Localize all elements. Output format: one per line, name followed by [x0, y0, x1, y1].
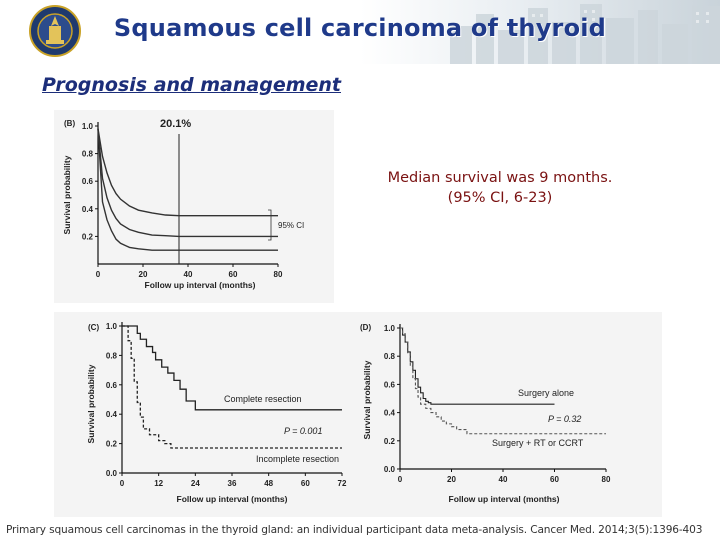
city-skyline-banner	[450, 4, 720, 64]
chart-d-series-line	[400, 327, 606, 435]
chart-c-y-tick-label: 0.6	[106, 381, 118, 390]
chart-c-x-tick-label: 60	[301, 479, 310, 488]
chart-c-x-axis-label: Follow up interval (months)	[177, 494, 288, 504]
chart-c-p-value: P = 0.001	[284, 426, 322, 436]
figure-panels-cd: 0 12 24 36 48 60 72 0.0 0.2 0.4 0.6 0.8 1.0 (C) Comple…	[54, 312, 662, 517]
slide-header: Squamous cell carcinoma of thyroid	[0, 0, 720, 64]
chart-b-ci-bracket	[268, 209, 272, 241]
chart-c-y-tick-label: 1.0	[106, 322, 118, 331]
chart-d-legend-surgery-rt: Surgery + RT or CCRT	[492, 438, 584, 448]
chart-b-x-tick-label: 20	[139, 270, 148, 279]
chart-c-legend-complete: Complete resection	[224, 394, 302, 404]
chart-b-x-tick-label: 60	[229, 270, 238, 279]
chart-c-series-line	[122, 325, 342, 449]
chart-c-x-tick-label: 72	[338, 479, 347, 488]
chart-c-x-tick-label: 24	[191, 479, 200, 488]
chart-b-y-tick-label: 0.4	[82, 205, 94, 214]
chart-b-series-line	[97, 128, 278, 217]
chart-c-panel-label: (C)	[88, 323, 99, 332]
chart-d-y-tick-label: 0.0	[384, 465, 396, 474]
confidence-interval-text: (95% CI, 6-23)	[447, 190, 553, 206]
chart-c-x-tick-label: 12	[154, 479, 163, 488]
chart-b-annotation: 20.1%	[160, 118, 191, 130]
chart-b-x-tick-label: 40	[184, 270, 193, 279]
chart-d-y-tick-label: 0.8	[384, 352, 396, 361]
figure-panel-b: 0 20 40 60 80 0.2 0.4 0.6 0.8 1.0 (B) 20.1% 95% CI Fo…	[54, 110, 334, 303]
chart-d-p-value: P = 0.32	[548, 414, 581, 424]
chart-d-y-tick-label: 1.0	[384, 324, 396, 333]
chart-b-y-tick-label: 0.8	[82, 150, 94, 159]
median-survival-text: Median survival was 9 months.	[387, 170, 613, 186]
median-survival-note: Median survival was 9 months. (95% CI, 6…	[340, 168, 660, 208]
chart-b-x-tick-label: 80	[274, 270, 283, 279]
chart-c-y-tick-label: 0.8	[106, 351, 118, 360]
chart-d-y-tick-label: 0.4	[384, 409, 396, 418]
chart-c-x-tick-label: 48	[264, 479, 273, 488]
chart-d-panel-label: (D)	[360, 323, 371, 332]
chart-c-series-line	[122, 325, 342, 411]
chart-c-x-tick-label: 0	[120, 479, 125, 488]
chart-c-legend-incomplete: Incomplete resection	[256, 454, 339, 464]
chart-b-y-tick-label: 1.0	[82, 122, 94, 131]
chart-b-series-line	[97, 128, 278, 251]
chart-d-x-axis-label: Follow up interval (months)	[449, 494, 560, 504]
chart-b-x-tick-label: 0	[96, 270, 101, 279]
chart-c-y-axis-label: Survival probability	[86, 364, 96, 443]
survival-charts-c-d: 0 12 24 36 48 60 72 0.0 0.2 0.4 0.6 0.8 1.0 (C) Comple…	[86, 322, 611, 504]
citation-text: Primary squamous cell carcinomas in the …	[6, 524, 703, 536]
chart-b-y-tick-label: 0.6	[82, 177, 94, 186]
chart-b-y-axis-label: Survival probability	[62, 155, 72, 234]
chart-d-x-tick-label: 20	[447, 475, 456, 484]
chart-b-y-tick-label: 0.2	[82, 232, 94, 241]
chart-b-series-line	[97, 128, 278, 238]
chart-b-x-axis-label: Follow up interval (months)	[145, 280, 256, 290]
chart-b-ci-label: 95% CI	[278, 221, 304, 230]
slide-subtitle: Prognosis and management	[42, 74, 341, 96]
chart-d-legend-surgery-alone: Surgery alone	[518, 388, 574, 398]
survival-chart-b: 0 20 40 60 80 0.2 0.4 0.6 0.8 1.0 (B) 20.1% 95% CI Fo…	[62, 118, 304, 290]
chart-c-x-tick-label: 36	[228, 479, 237, 488]
chart-d-y-tick-label: 0.2	[384, 437, 396, 446]
chart-d-x-tick-label: 60	[550, 475, 559, 484]
chart-b-panel-label: (B)	[64, 119, 75, 128]
chart-c-y-tick-label: 0.2	[106, 440, 118, 449]
chart-c-y-tick-label: 0.0	[106, 469, 118, 478]
chart-d-x-tick-label: 80	[602, 475, 611, 484]
slide-title: Squamous cell carcinoma of thyroid	[113, 14, 607, 42]
chart-d-x-tick-label: 0	[398, 475, 403, 484]
chart-d-y-tick-label: 0.6	[384, 380, 396, 389]
chart-d-x-tick-label: 40	[499, 475, 508, 484]
chart-d-y-axis-label: Survival probability	[362, 360, 372, 439]
university-seal-logo	[29, 5, 81, 57]
chart-c-y-tick-label: 0.4	[106, 410, 118, 419]
